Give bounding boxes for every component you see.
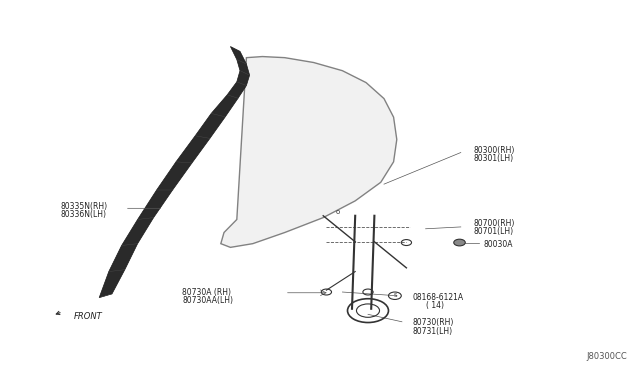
Text: 80730(RH): 80730(RH) (413, 318, 454, 327)
Text: 08168-6121A: 08168-6121A (413, 293, 464, 302)
Text: S: S (393, 293, 397, 298)
Text: o: o (335, 209, 339, 215)
Text: 80731(LH): 80731(LH) (413, 327, 453, 336)
Circle shape (454, 239, 465, 246)
Text: 80336N(LH): 80336N(LH) (61, 210, 107, 219)
Text: 80301(LH): 80301(LH) (474, 154, 514, 163)
Text: 80730AA(LH): 80730AA(LH) (182, 296, 234, 305)
Text: 80700(RH): 80700(RH) (474, 219, 515, 228)
Polygon shape (99, 46, 250, 298)
Text: 80701(LH): 80701(LH) (474, 227, 514, 236)
Text: 80300(RH): 80300(RH) (474, 146, 515, 155)
Text: FRONT: FRONT (74, 312, 102, 321)
Text: J80300CC: J80300CC (586, 352, 627, 361)
Polygon shape (221, 57, 397, 247)
Text: 80030A: 80030A (483, 240, 513, 249)
Text: ( 14): ( 14) (426, 301, 444, 310)
Text: 80730A (RH): 80730A (RH) (182, 288, 232, 296)
Text: 80335N(RH): 80335N(RH) (61, 202, 108, 211)
